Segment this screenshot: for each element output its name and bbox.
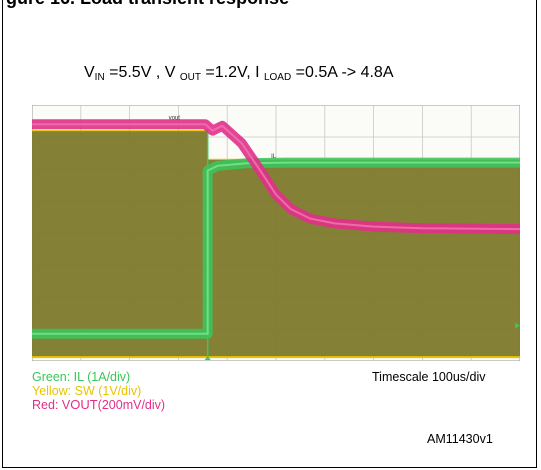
- vout-value: =1.2V, I: [200, 64, 264, 81]
- vout-label: V: [164, 64, 180, 81]
- scope-trace-tags: vout IL: [169, 115, 520, 360]
- iload-value: =0.5A -> 4.8A: [291, 64, 394, 81]
- vin-value: =5.5V ,: [104, 64, 165, 81]
- iload-subscript: LOAD: [263, 72, 292, 83]
- legend-green: Green: IL (1A/div): [32, 370, 131, 384]
- legend-red-prefix: Red: V: [32, 398, 71, 412]
- vout-subscript: OUT: [179, 72, 201, 83]
- sw-trace: [32, 130, 520, 358]
- trigger-marker-icon: [204, 356, 211, 360]
- legend-red-sub: OUT: [70, 397, 98, 412]
- legend-red: Red: VOUT(200mV/div): [32, 397, 166, 413]
- test-conditions: VIN =5.5V , V OUT =1.2V, I LOAD =0.5A ->…: [84, 64, 394, 83]
- scope-traces: [32, 119, 520, 359]
- legend-red-suffix: (200mV/div): [97, 398, 166, 412]
- timescale-label: Timescale 100us/div: [372, 370, 486, 384]
- legend: Green: IL (1A/div) Yellow: SW (1V/div) R…: [32, 370, 165, 412]
- figure-id: AM11430v1: [427, 432, 493, 446]
- il-tag: IL: [271, 154, 277, 160]
- figure-header-clipped: gure 16. Load transient response: [0, 0, 541, 10]
- il-marker-icon: [515, 322, 520, 329]
- vin-label: V: [84, 64, 95, 81]
- figure-header-text: gure 16. Load transient response: [6, 0, 289, 9]
- legend-yellow: Yellow: SW (1V/div): [32, 384, 142, 398]
- vin-subscript: IN: [94, 72, 105, 83]
- oscilloscope-plot: vout IL: [32, 105, 520, 361]
- vout-trace-core: [32, 123, 520, 231]
- vout-tag: vout: [169, 115, 181, 121]
- il-trace-core: [32, 161, 520, 335]
